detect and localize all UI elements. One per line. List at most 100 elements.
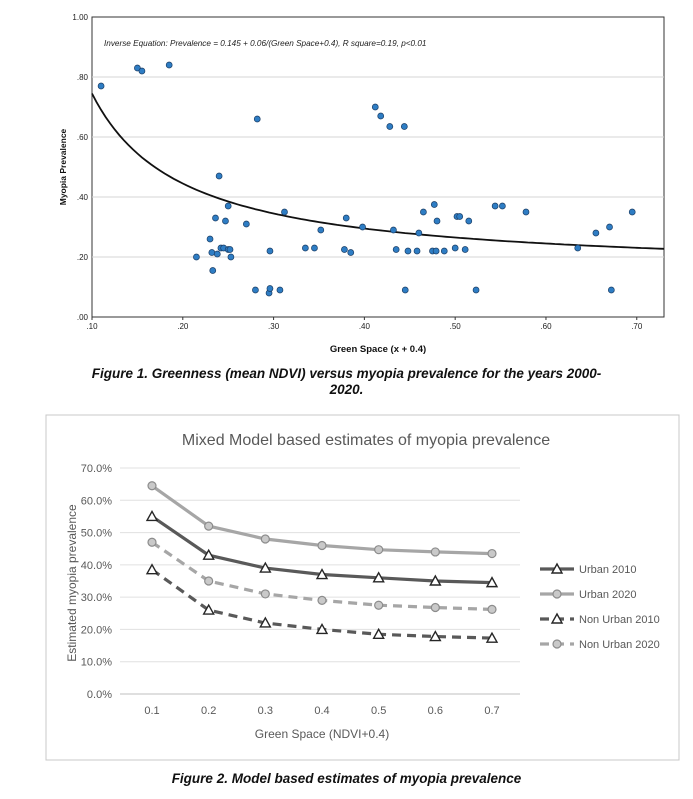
fig1-data-point [415, 229, 423, 237]
fig1-data-point [226, 246, 234, 253]
fig2-legend-marker [550, 612, 564, 624]
fig1-data-point [311, 244, 318, 252]
fig1-data-point [433, 217, 441, 225]
fig1-data-point [266, 285, 274, 292]
fig1-annotation: Inverse Equation: Prevalence = 0.145 + 0… [104, 39, 427, 48]
fig1-data-point [432, 247, 440, 255]
fig1-data-point [390, 226, 397, 234]
fig2-legend-marker [550, 562, 564, 574]
fig1-data-point [386, 123, 394, 130]
fig2-data-marker [317, 595, 327, 605]
fig2-legend-label: Non Urban 2020 [579, 639, 660, 651]
fig1-y-tick-label: .00 [77, 313, 89, 322]
fig1-x-tick-label: .10 [86, 322, 98, 331]
fig2-data-marker [202, 603, 215, 615]
fig2-legend-label: Non Urban 2010 [579, 614, 660, 626]
fig1-x-axis-label: Green Space (x + 0.4) [330, 344, 426, 355]
fig2-series-urban-2010 [145, 509, 499, 588]
fig1-data-point [607, 286, 615, 294]
fig2-data-marker [430, 602, 440, 613]
fig2-series-urban-2020 [147, 481, 497, 559]
fig1-y-tick-label: 1.00 [72, 13, 88, 22]
fig1-data-point [276, 286, 284, 294]
fig1-x-ticks: .10 .20 .30 .40 .50 .60 .70 [86, 317, 643, 331]
fig2-data-marker [204, 576, 214, 586]
fig2-data-marker [487, 604, 497, 615]
fig2-data-marker [317, 540, 327, 551]
fig1-y-tick-label: .20 [77, 253, 89, 262]
fig2-series-line [151, 540, 493, 611]
fig2-legend-marker [552, 639, 562, 649]
figure1-caption-line1: Figure 1. Greenness (mean NDVI) versus m… [91, 366, 602, 381]
fig2-data-marker [429, 630, 442, 642]
fig2-data-marker [260, 589, 270, 599]
fig1-data-point [472, 286, 480, 294]
fig1-data-point [413, 247, 421, 255]
fig1-data-point [281, 208, 288, 216]
fig1-data-point [252, 286, 259, 294]
fig2-data-marker [147, 537, 157, 547]
fig1-data-point [440, 247, 448, 255]
fig1-data-point [400, 123, 408, 130]
fig2-legend-marker [552, 589, 562, 599]
fig2-data-marker [147, 481, 157, 491]
fig2-x-tick-label: 0.5 [371, 705, 386, 717]
fig1-data-point [134, 64, 141, 72]
fig1-y-ticks: .00 .20 .40 .60 .80 1.00 [72, 13, 88, 322]
fig2-x-tick-label: 0.7 [484, 705, 499, 717]
fig1-data-point [206, 235, 214, 243]
fig2-data-marker [315, 622, 329, 635]
fig1-data-point [266, 247, 274, 255]
fig2-y-tick-label: 20.0% [81, 624, 112, 636]
fig1-data-point [371, 103, 379, 111]
fig2-legend: Urban 2010 Urban 2020 Non Urban 2010 Non Ur… [540, 562, 660, 651]
fig1-x-tick-label: .40 [359, 322, 371, 331]
fig2-data-marker [430, 547, 440, 557]
fig1-data-point [491, 202, 499, 210]
fig1-data-point [628, 208, 636, 216]
fig1-data-point [359, 223, 366, 231]
fig1-data-point [209, 267, 217, 274]
fig2-title: Mixed Model based estimates of myopia pr… [182, 432, 550, 449]
fig1-data-point [317, 226, 325, 234]
fig2-data-marker [374, 600, 384, 610]
fig2-y-axis-label: Estimated myopia prevalence [65, 504, 79, 662]
fig2-data-marker [487, 548, 497, 559]
figure1-caption: Figure 1. Greenness (mean NDVI) versus m… [0, 366, 693, 398]
fig2-y-tick-label: 10.0% [81, 657, 112, 669]
fig1-data-point [451, 244, 459, 252]
fig2-data-marker [485, 631, 499, 643]
fig1-data-point [213, 250, 221, 258]
fig1-data-point [456, 213, 464, 220]
fig1-data-point [215, 172, 223, 180]
fig1-data-point [224, 202, 232, 210]
fig2-series-line [151, 484, 493, 556]
fig2-data-marker [372, 571, 385, 583]
fig2-x-tick-label: 0.6 [428, 705, 443, 717]
fig1-data-point [222, 217, 229, 225]
fig2-y-tick-label: 60.0% [81, 495, 112, 507]
fig1-data-point [342, 214, 350, 222]
fig2-data-marker [145, 563, 159, 575]
fig2-series-non-urban-2020 [147, 537, 497, 615]
fig1-data-point [341, 246, 348, 253]
fig2-data-marker [485, 576, 499, 588]
fig1-data-point [138, 67, 146, 75]
fig1-data-point [208, 249, 216, 256]
fig2-series-non-urban-2010 [145, 563, 499, 643]
fig2-x-tick-label: 0.2 [201, 705, 216, 717]
fig1-y-tick-label: .60 [77, 133, 89, 142]
fig2-x-ticks: 0.1 0.2 0.3 0.4 0.5 0.6 0.7 [144, 705, 499, 717]
fig2-data-marker [259, 616, 272, 628]
fig1-x-tick-label: .20 [177, 322, 189, 331]
fig1-x-tick-label: .30 [268, 322, 280, 331]
fig2-frame [45, 414, 680, 761]
fig1-data-point [193, 253, 200, 261]
fig2-gridlines [120, 467, 520, 695]
fig1-data-point [97, 82, 105, 90]
fig1-data-point [461, 246, 469, 253]
fig1-plot-area [91, 16, 665, 318]
fig2-x-tick-label: 0.3 [258, 705, 273, 717]
figure1-caption-line2: 2020. [329, 382, 364, 397]
fig2-data-marker [372, 627, 385, 639]
